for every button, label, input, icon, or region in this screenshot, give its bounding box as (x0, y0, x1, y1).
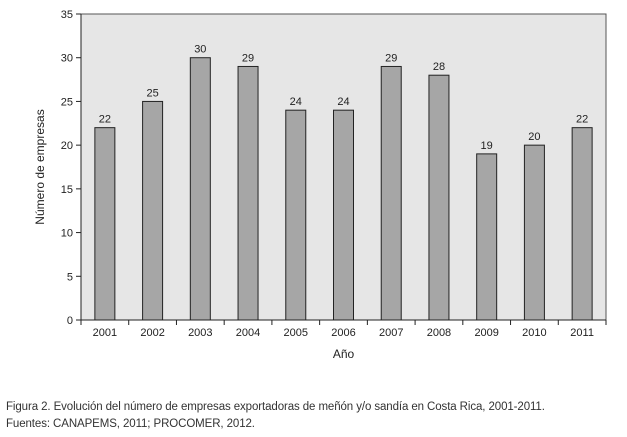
x-tick-label: 2003 (188, 327, 212, 339)
y-tick-label: 0 (67, 315, 73, 327)
data-label: 22 (576, 114, 588, 126)
y-tick-label: 5 (67, 271, 73, 283)
data-label: 24 (337, 96, 349, 108)
y-tick-label: 10 (61, 228, 73, 240)
x-tick-label: 2010 (522, 327, 546, 339)
x-tick-label: 2006 (331, 327, 355, 339)
data-label: 25 (146, 87, 158, 99)
bar (142, 100, 164, 321)
bar (189, 57, 211, 321)
data-label: 29 (242, 52, 254, 64)
source-note: Fuentes: CANAPEMS, 2011; PROCOMER, 2012. (6, 418, 255, 430)
bar (94, 127, 116, 321)
bar (428, 74, 450, 321)
x-tick-label: 2007 (379, 327, 403, 339)
y-tick-label: 30 (61, 53, 73, 65)
y-tick-label: 35 (61, 9, 73, 21)
x-tick-label: 2002 (140, 327, 164, 339)
x-axis-ticks: 2001 2002 2003 2004 2005 2006 2007 2008 2009 2010… (80, 319, 607, 339)
x-tick-label: 2008 (427, 327, 451, 339)
x-tick-label: 2009 (474, 327, 498, 339)
y-tick-label: 25 (61, 96, 73, 108)
data-label: 29 (385, 52, 397, 64)
data-label: 22 (99, 114, 111, 126)
y-axis-title: Número de empresas (33, 109, 47, 224)
x-tick-label: 2011 (570, 327, 594, 339)
data-label: 30 (194, 44, 206, 56)
x-axis-title: Año (333, 347, 355, 361)
data-labels-group: 22 25 30 29 24 24 29 28 19 20 22 (99, 44, 589, 152)
y-axis-ticks: 0 5 10 15 20 25 30 35 (61, 9, 82, 327)
bar (333, 109, 354, 321)
x-tick-label: 2004 (236, 327, 260, 339)
y-tick-label: 20 (61, 140, 73, 152)
bar (571, 127, 593, 321)
data-label: 24 (290, 96, 302, 108)
x-tick-label: 2001 (93, 327, 117, 339)
data-label: 28 (433, 61, 445, 73)
bar (285, 109, 307, 321)
bar (237, 65, 259, 321)
y-tick-label: 15 (61, 184, 73, 196)
figure-caption: Figura 2. Evolución del número de empres… (6, 401, 545, 413)
x-tick-label: 2005 (284, 327, 308, 339)
data-label: 20 (528, 131, 540, 143)
data-label: 19 (481, 140, 493, 152)
bar (476, 153, 498, 321)
bar (523, 144, 545, 321)
bar (380, 65, 402, 321)
bars-group (94, 57, 593, 321)
